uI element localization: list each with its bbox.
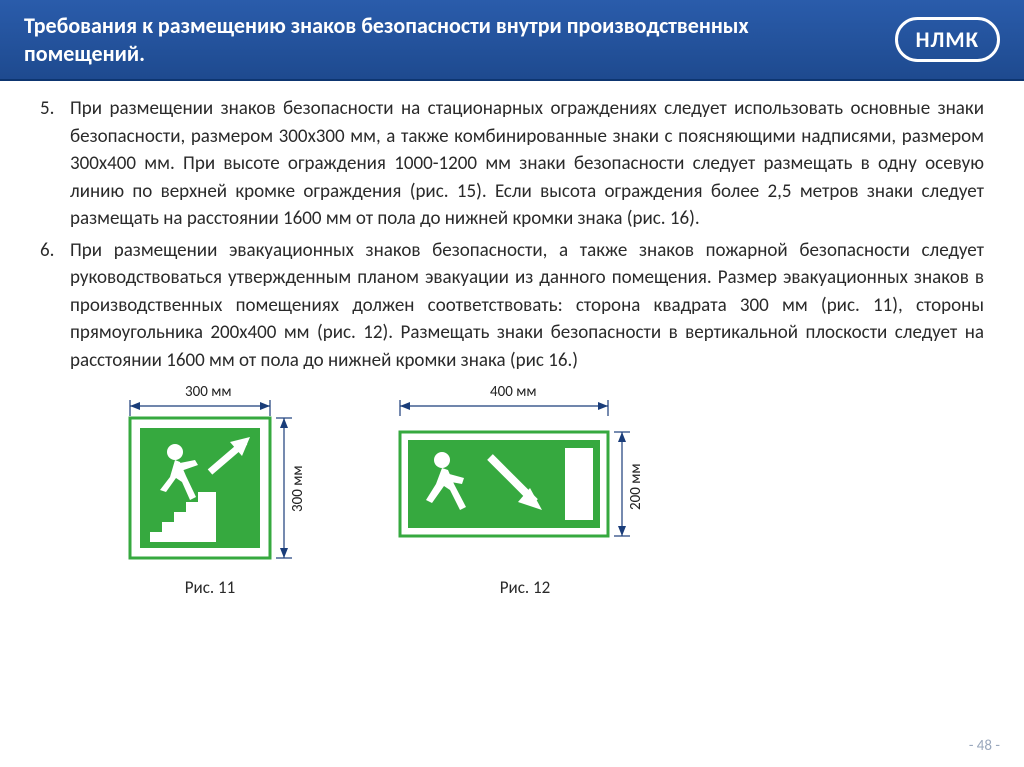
page-number: - 48 - <box>969 737 1000 755</box>
fig12-caption: Рис. 12 <box>500 576 551 601</box>
fig11-caption: Рис. 11 <box>185 576 236 601</box>
fig11-width-label: 300 мм <box>185 383 232 401</box>
figure-11: 300 мм <box>100 382 320 601</box>
slide-content: 5. При размещении знаков безопасности на… <box>0 81 1024 611</box>
list-text: При размещении эвакуационных знаков безо… <box>70 237 984 375</box>
slide-title: Требования к размещению знаков безопасно… <box>24 12 804 67</box>
list-text: При размещении знаков безопасности на ст… <box>70 95 984 233</box>
fig11-height-label: 300 мм <box>289 466 307 513</box>
figure-12: 400 мм <box>380 382 670 601</box>
fig11-svg: 300 мм <box>100 382 320 572</box>
list-item-6: 6. При размещении эвакуационных знаков б… <box>40 237 984 375</box>
slide-header: Требования к размещению знаков безопасно… <box>0 0 1024 81</box>
list-number: 5. <box>40 95 70 233</box>
figures-row: 300 мм <box>40 382 984 601</box>
fig12-svg: 400 мм <box>380 382 670 572</box>
fig12-width-label: 400 мм <box>490 383 537 401</box>
list-number: 6. <box>40 237 70 375</box>
company-logo: НЛМК <box>895 17 1000 62</box>
list-item-5: 5. При размещении знаков безопасности на… <box>40 95 984 233</box>
fig12-height-label: 200 мм <box>627 464 645 511</box>
